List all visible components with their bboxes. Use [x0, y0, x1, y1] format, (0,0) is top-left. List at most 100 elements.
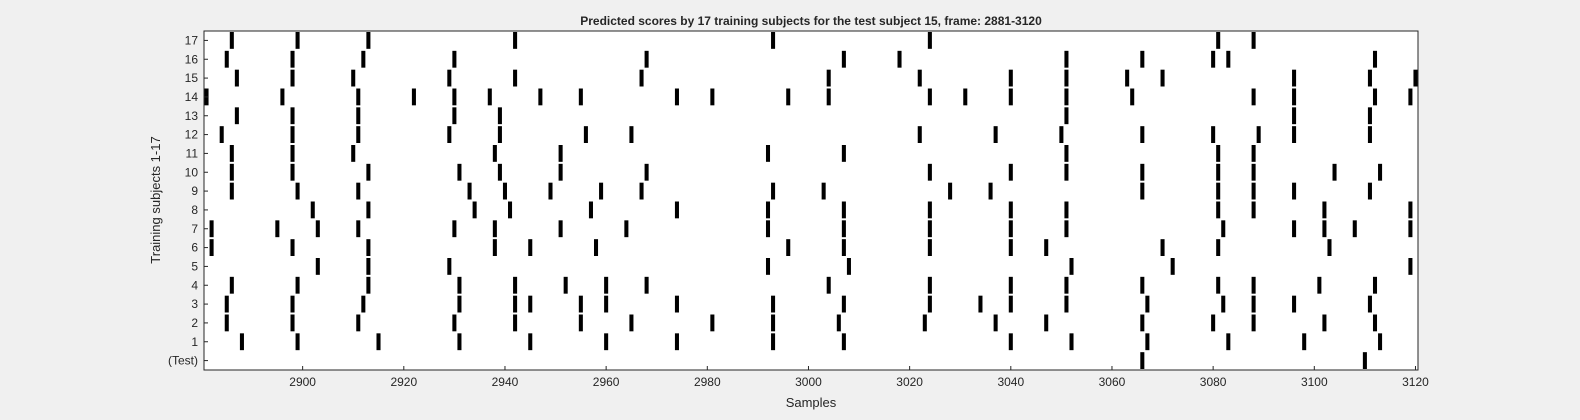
event-mark — [492, 145, 497, 162]
event-mark — [1251, 145, 1256, 162]
event-mark — [1226, 333, 1231, 351]
event-mark — [826, 88, 831, 106]
event-mark — [583, 126, 588, 143]
event-mark — [1221, 220, 1226, 238]
x-tick-label: 3020 — [896, 375, 923, 389]
event-mark — [366, 258, 371, 275]
y-tick-label: 14 — [185, 90, 199, 104]
event-mark — [674, 295, 679, 313]
y-tick-label: 11 — [186, 146, 199, 160]
event-mark — [513, 32, 518, 49]
event-mark — [1125, 69, 1130, 87]
event-mark — [771, 295, 776, 313]
event-mark — [452, 314, 457, 332]
event-mark — [1064, 163, 1069, 181]
event-mark — [771, 314, 776, 332]
event-mark — [1408, 258, 1413, 275]
event-mark — [826, 276, 831, 294]
event-mark — [275, 220, 280, 238]
event-mark — [765, 201, 771, 219]
y-axis-label: Training subjects 1-17 — [148, 136, 163, 263]
event-mark — [351, 69, 356, 87]
event-mark — [1367, 107, 1372, 125]
event-mark — [765, 145, 771, 162]
y-tick-label: 8 — [191, 203, 198, 217]
event-mark — [457, 333, 462, 351]
event-mark — [224, 314, 229, 332]
x-tick-label: 2900 — [289, 375, 316, 389]
event-mark — [229, 32, 234, 49]
event-mark — [988, 182, 993, 200]
event-mark — [588, 201, 593, 219]
y-tick-label: 5 — [191, 259, 198, 273]
event-mark — [229, 276, 234, 294]
event-marks — [204, 32, 1418, 369]
y-tick-label: 7 — [191, 222, 198, 236]
event-mark — [528, 239, 533, 256]
event-mark — [765, 258, 771, 275]
y-tick-label: 3 — [191, 297, 198, 311]
event-mark — [295, 333, 300, 351]
event-mark — [841, 295, 846, 313]
event-mark — [1251, 163, 1256, 181]
event-mark — [513, 276, 518, 294]
event-mark — [786, 239, 791, 256]
event-mark — [457, 276, 462, 294]
event-mark — [841, 220, 846, 238]
x-tick-label: 3100 — [1301, 375, 1328, 389]
event-mark — [290, 239, 295, 256]
event-mark — [219, 126, 224, 143]
event-mark — [927, 276, 932, 294]
event-mark — [1327, 239, 1332, 256]
event-mark — [1008, 163, 1013, 181]
event-mark — [1251, 201, 1256, 219]
event-mark — [1216, 239, 1221, 256]
event-mark — [1372, 50, 1378, 68]
event-mark — [508, 201, 513, 219]
event-mark — [1408, 88, 1413, 106]
event-mark — [1064, 276, 1069, 294]
event-mark — [290, 145, 295, 162]
event-mark — [558, 145, 563, 162]
event-mark — [528, 295, 533, 313]
y-tick-label: 6 — [191, 241, 198, 255]
event-mark — [674, 201, 679, 219]
event-mark — [1211, 50, 1216, 68]
event-mark — [366, 32, 371, 49]
event-mark — [578, 314, 583, 332]
event-mark — [927, 239, 932, 256]
event-mark — [1064, 69, 1069, 87]
event-mark — [639, 69, 644, 87]
event-mark — [841, 201, 846, 219]
event-mark — [599, 182, 604, 200]
event-mark — [376, 333, 381, 351]
event-mark — [1145, 333, 1150, 351]
event-mark — [927, 32, 932, 49]
event-mark — [229, 145, 234, 162]
event-mark — [771, 333, 776, 351]
event-mark — [1211, 126, 1216, 143]
event-mark — [447, 258, 452, 275]
event-mark — [841, 333, 846, 351]
event-mark — [1064, 88, 1069, 106]
chart-title: Predicted scores by 17 training subjects… — [580, 14, 1042, 28]
event-mark — [1322, 220, 1327, 238]
event-mark — [239, 333, 244, 351]
event-mark — [356, 182, 361, 200]
event-mark — [513, 69, 518, 87]
event-mark — [821, 182, 826, 200]
event-mark — [1322, 201, 1327, 219]
event-mark — [497, 126, 502, 143]
event-mark — [487, 88, 492, 106]
event-mark — [674, 333, 679, 351]
event-mark — [1211, 314, 1216, 332]
event-mark — [1322, 314, 1327, 332]
event-mark — [290, 107, 295, 125]
event-mark — [447, 126, 452, 143]
event-mark — [1160, 69, 1165, 87]
event-mark — [351, 145, 356, 162]
event-mark — [644, 163, 649, 181]
event-mark — [497, 163, 502, 181]
event-mark — [1059, 126, 1064, 143]
event-mark — [290, 163, 295, 181]
